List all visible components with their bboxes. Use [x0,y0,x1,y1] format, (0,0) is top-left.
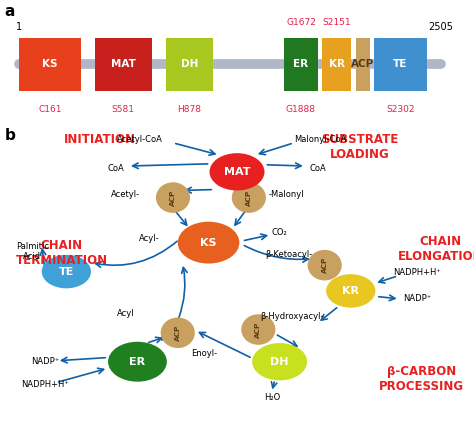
Text: KR: KR [328,59,345,69]
Text: CHAIN
ELONGATION: CHAIN ELONGATION [398,235,474,262]
FancyBboxPatch shape [374,38,427,91]
Ellipse shape [241,314,275,345]
Text: NADP⁺: NADP⁺ [403,294,431,303]
Text: G1672: G1672 [286,18,316,27]
Text: TE: TE [393,59,408,69]
Text: H878: H878 [178,105,201,114]
Text: Malonyl-CoA: Malonyl-CoA [294,135,346,144]
Text: NADP⁺: NADP⁺ [31,357,59,366]
Text: KS: KS [42,59,57,69]
Text: 1: 1 [16,22,22,32]
Text: NADPH+H⁺: NADPH+H⁺ [21,380,69,389]
Text: S2151: S2151 [322,18,351,27]
Text: S2302: S2302 [386,105,415,114]
Text: b: b [5,128,16,143]
Circle shape [326,274,375,308]
Circle shape [108,342,167,382]
Text: ACP: ACP [170,190,176,206]
Text: SUBSTRATE
LOADING: SUBSTRATE LOADING [322,133,399,161]
Text: DH: DH [181,59,198,69]
Text: MAT: MAT [111,59,136,69]
Text: ER: ER [129,357,146,367]
Text: β-Ketoacyl-: β-Ketoacyl- [265,250,313,259]
Ellipse shape [156,182,190,213]
FancyBboxPatch shape [19,38,81,91]
FancyBboxPatch shape [166,38,213,91]
FancyBboxPatch shape [322,38,351,91]
Text: INITIATION: INITIATION [64,133,136,146]
Text: Acetyl-CoA: Acetyl-CoA [117,135,163,144]
Text: DH: DH [270,357,289,367]
Text: ACP: ACP [322,257,328,273]
Text: H₂O: H₂O [264,392,281,401]
Text: C161: C161 [38,105,62,114]
Text: a: a [5,4,15,19]
Text: Enoyl-: Enoyl- [191,349,217,358]
Text: G1888: G1888 [286,105,316,114]
Text: 2505: 2505 [428,22,453,32]
Text: ACP: ACP [175,325,181,341]
Text: Palmitic
Acid: Palmitic Acid [16,242,49,261]
Text: CoA: CoA [309,164,326,173]
Ellipse shape [308,250,342,280]
Text: KS: KS [201,238,217,248]
Circle shape [42,255,91,288]
Text: Acetyl-: Acetyl- [111,190,140,199]
Text: KR: KR [342,286,359,296]
Text: ACP: ACP [255,321,261,337]
Text: Acyl-: Acyl- [139,234,160,243]
Text: ACP: ACP [351,59,374,69]
Text: CHAIN
TERMINATION: CHAIN TERMINATION [16,240,108,267]
Circle shape [210,153,264,190]
Ellipse shape [161,317,195,348]
Text: MAT: MAT [224,167,250,177]
FancyBboxPatch shape [356,38,370,91]
Circle shape [252,343,307,380]
Text: TE: TE [59,266,74,277]
FancyBboxPatch shape [95,38,152,91]
Text: -Malonyl: -Malonyl [269,190,305,199]
FancyBboxPatch shape [284,38,318,91]
Text: β-Hydroxyacyl-: β-Hydroxyacyl- [260,312,323,321]
Text: CO₂: CO₂ [272,228,288,237]
Circle shape [178,222,239,264]
Text: CoA: CoA [108,164,125,173]
Text: ER: ER [293,59,309,69]
Text: β-CARBON
PROCESSING: β-CARBON PROCESSING [379,365,465,393]
Text: Acyl: Acyl [117,309,135,318]
Text: NADPH+H⁺: NADPH+H⁺ [393,268,441,277]
Text: ACP: ACP [246,190,252,206]
Ellipse shape [232,182,266,213]
Text: S581: S581 [112,105,135,114]
